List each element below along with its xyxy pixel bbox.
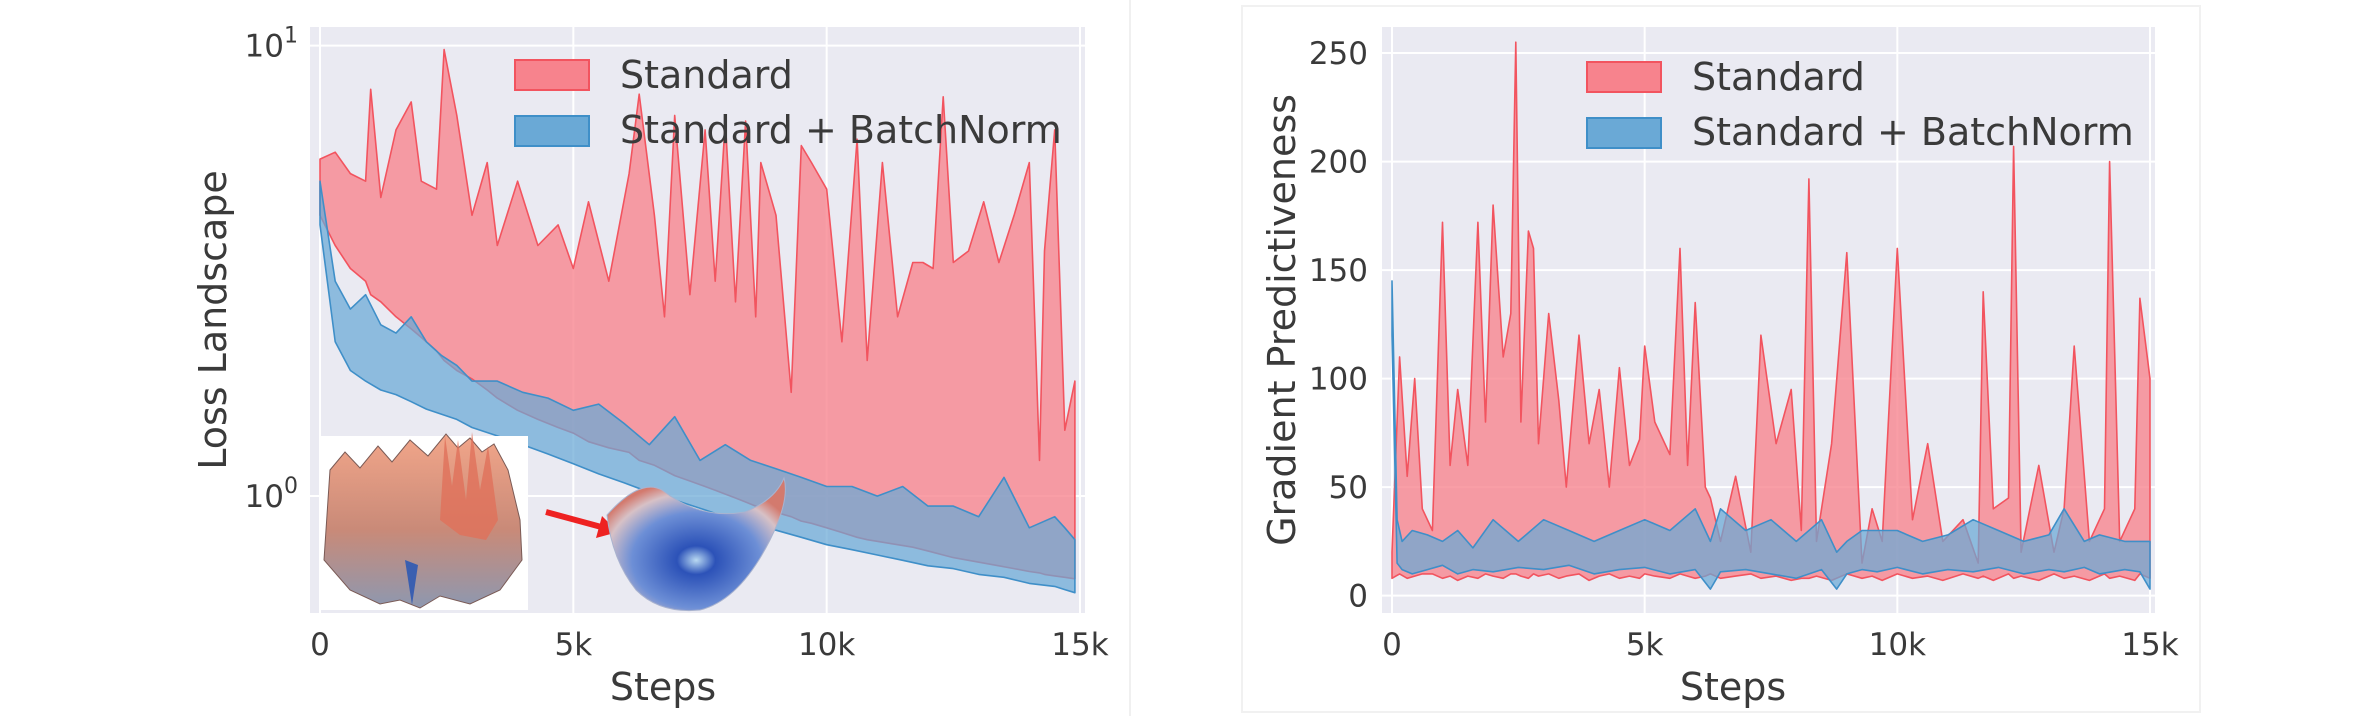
series-layer (1391, 41, 2151, 590)
x-ticks: 0 5k 10k 15k (1382, 627, 2179, 663)
x-axis-label: Steps (1680, 665, 1786, 709)
y-tick-base: 10 (245, 29, 284, 65)
y-axis-label: Loss Landscape (191, 170, 235, 470)
legend-label-standard: Standard (1692, 55, 1865, 99)
legend-label-batchnorm: Standard + BatchNorm (620, 108, 1062, 152)
peak-icon (440, 432, 498, 540)
y-tick-label: 0 (1348, 579, 1368, 615)
legend: Standard Standard + BatchNorm (1586, 55, 2134, 154)
y-tick-base: 10 (245, 479, 284, 515)
y-tick-label: 200 (1309, 145, 1368, 181)
x-tick-label: 5k (554, 627, 592, 663)
legend-swatch-standard (1586, 61, 1662, 93)
legend-swatch-batchnorm (514, 115, 590, 147)
y-tick-label: 150 (1309, 253, 1368, 289)
x-ticks: 0 5k 10k 15k (310, 627, 1109, 663)
right-panel-frame (1241, 5, 2201, 713)
x-axis-label: Steps (610, 665, 716, 709)
x-tick-label: 0 (310, 627, 330, 663)
legend-swatch-batchnorm (1586, 117, 1662, 149)
x-tick-label: 0 (1382, 627, 1402, 663)
y-tick-label: 100 (1309, 362, 1368, 398)
x-tick-label: 15k (1051, 627, 1108, 663)
series-batchnorm-band (1391, 280, 2151, 590)
y-ticks: 0 50 100 150 200 250 (1309, 36, 1368, 615)
series-layer (319, 48, 1076, 594)
inset-illustration (320, 432, 786, 612)
x-tick-label: 15k (2121, 627, 2178, 663)
legend-swatch-standard (514, 59, 590, 91)
y-tick-label: 100 (245, 474, 298, 515)
y-tick-label: 50 (1329, 470, 1368, 506)
y-tick-exponent: 0 (284, 474, 298, 499)
valley-icon (405, 560, 418, 605)
x-tick-label: 5k (1626, 627, 1664, 663)
x-tick-label: 10k (1869, 627, 1926, 663)
gradient-predictiveness-chart: 0 50 100 150 200 250 0 5k 10k 15k Steps Gradient… (1260, 27, 2179, 709)
x-tick-label: 10k (798, 627, 855, 663)
y-tick-label: 101 (245, 24, 298, 65)
y-axis-label: Gradient Predictiveness (1260, 94, 1304, 546)
legend: Standard Standard + BatchNorm (514, 53, 1062, 152)
transition-arrow-icon (545, 509, 606, 531)
smooth-bowl-icon (606, 476, 786, 612)
y-tick-label: 250 (1309, 36, 1368, 72)
series-batchnorm-band (319, 180, 1076, 594)
y-tick-exponent: 1 (284, 24, 298, 49)
legend-label-standard: Standard (620, 53, 793, 97)
legend-label-batchnorm: Standard + BatchNorm (1692, 110, 2134, 154)
